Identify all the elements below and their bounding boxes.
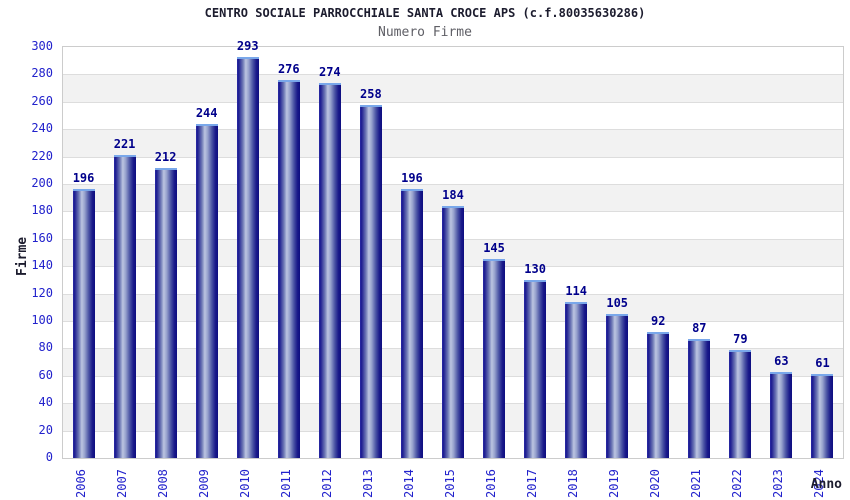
bar-2021[interactable] xyxy=(688,338,711,458)
x-tick-label: 2022 xyxy=(730,469,745,498)
bar-value-label: 145 xyxy=(483,241,505,256)
y-tick-label: 140 xyxy=(31,258,53,273)
x-tick-label: 2007 xyxy=(114,469,129,498)
bar-2022[interactable] xyxy=(729,349,752,458)
bar-2009[interactable] xyxy=(195,123,218,458)
bar-value-label: 79 xyxy=(733,331,748,346)
x-tick-label: 2010 xyxy=(237,469,252,498)
bar-value-label: 87 xyxy=(692,320,707,335)
y-tick-label: 240 xyxy=(31,121,53,136)
x-tick-label: 2009 xyxy=(196,469,211,498)
y-tick-label: 100 xyxy=(31,313,53,327)
x-tick-label: 2017 xyxy=(525,469,540,498)
bar-value-label: 221 xyxy=(113,137,136,152)
y-tick-label: 40 xyxy=(38,395,53,410)
bar-value-label: 274 xyxy=(318,64,341,79)
bar-2006[interactable] xyxy=(72,189,95,458)
x-tick-label: 2019 xyxy=(607,469,622,498)
bar-2012[interactable] xyxy=(318,82,341,458)
plot-band xyxy=(63,74,843,102)
gridline xyxy=(63,74,843,76)
bar-2015[interactable] xyxy=(442,205,464,458)
plot-band xyxy=(63,101,843,130)
bar-2016[interactable] xyxy=(483,259,506,458)
x-tick-label: 2013 xyxy=(360,469,375,498)
bar-2019[interactable] xyxy=(606,314,629,458)
bar-2008[interactable] xyxy=(154,167,177,458)
bar-2011[interactable] xyxy=(277,79,300,458)
bar-2013[interactable] xyxy=(359,104,382,458)
bar-value-label: 196 xyxy=(401,171,423,186)
bar-2010[interactable] xyxy=(236,56,259,458)
bar-value-label: 293 xyxy=(236,38,259,53)
y-tick-label: 180 xyxy=(31,203,53,218)
y-tick-label: 200 xyxy=(31,176,53,190)
plot-band xyxy=(63,129,843,157)
bar-2020[interactable] xyxy=(647,331,670,458)
chart-title: CENTRO SOCIALE PARROCCHIALE SANTA CROCE … xyxy=(204,6,646,20)
plot-band xyxy=(63,156,843,184)
chart-subtitle: Numero Firme xyxy=(378,25,472,40)
x-tick-label: 2008 xyxy=(155,469,170,498)
bar-value-label: 276 xyxy=(277,61,300,76)
bar-value-label: 61 xyxy=(815,356,830,371)
y-tick-label: 20 xyxy=(38,422,53,437)
x-axis-label: Anno xyxy=(810,477,842,492)
y-tick-label: 120 xyxy=(31,285,53,300)
gridline xyxy=(63,184,843,185)
y-tick-label: 80 xyxy=(38,340,53,355)
gridline xyxy=(63,101,843,103)
bar-value-label: 92 xyxy=(651,313,666,328)
x-tick-label: 2023 xyxy=(771,469,786,498)
gridline xyxy=(63,156,843,158)
bar-2024[interactable] xyxy=(811,374,834,458)
y-tick-label: 300 xyxy=(31,39,53,53)
x-tick-label: 2006 xyxy=(73,469,88,498)
bar-value-label: 63 xyxy=(774,353,789,368)
x-tick-label: 2015 xyxy=(443,469,457,498)
bar-2023[interactable] xyxy=(770,371,793,458)
plot-band xyxy=(63,47,843,75)
x-tick-label: 2012 xyxy=(319,469,334,498)
y-tick-label: 60 xyxy=(38,367,53,382)
y-tick-label: 160 xyxy=(31,230,53,245)
plot-area: 196 221 212 244 293 276 274 258 196 184 145 130 114 1… xyxy=(62,39,844,459)
bar-value-label: 105 xyxy=(606,296,629,311)
bar-value-label: 196 xyxy=(72,171,95,186)
y-tick-label: 0 xyxy=(45,450,53,464)
x-tick-label: 2011 xyxy=(278,469,293,498)
y-tick-label: 220 xyxy=(31,148,53,163)
x-tick-label: 2016 xyxy=(484,469,499,498)
bar-value-label: 244 xyxy=(195,105,218,120)
bar-value-label: 114 xyxy=(565,283,587,298)
bar-value-label: 130 xyxy=(524,261,546,276)
bar-value-label: 184 xyxy=(442,187,464,202)
bar-2018[interactable] xyxy=(565,301,588,458)
x-tick-label: 2018 xyxy=(566,469,581,498)
x-tick-label: 2021 xyxy=(689,469,704,498)
y-tick-label: 280 xyxy=(31,66,53,81)
bar-value-label: 212 xyxy=(154,149,177,164)
x-tick-label: 2014 xyxy=(401,469,416,498)
y-tick-label: 260 xyxy=(31,93,53,108)
bar-2014[interactable] xyxy=(400,189,423,458)
x-tick-label: 2020 xyxy=(648,469,663,498)
bar-2007[interactable] xyxy=(113,155,136,458)
bar-2017[interactable] xyxy=(524,279,547,458)
bar-value-label: 258 xyxy=(360,86,382,101)
gridline xyxy=(63,129,843,131)
